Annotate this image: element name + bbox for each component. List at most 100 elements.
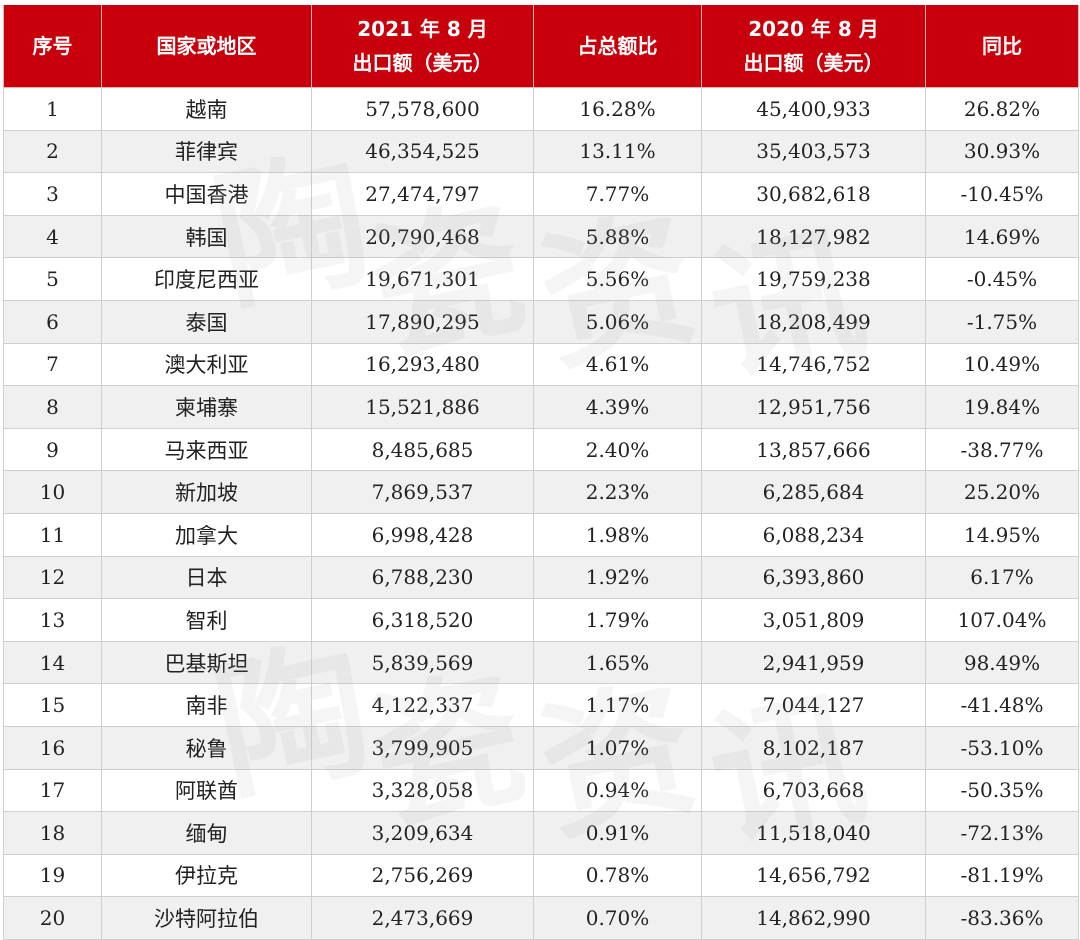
cell-export-2021: 6,998,428	[311, 512, 534, 557]
header-share-label: 占总额比	[577, 34, 658, 58]
header-export-2020-line2: 出口额（美元）	[743, 51, 884, 75]
cell-country: 智利	[101, 598, 312, 642]
cell-export-2021: 6,788,230	[311, 555, 534, 600]
cell-country: 阿联酋	[101, 768, 312, 813]
cell-share: 1.79%	[533, 598, 702, 642]
cell-rank: 12	[3, 555, 102, 600]
cell-rank: 3	[3, 172, 102, 216]
cell-export-2021: 20,790,468	[311, 214, 534, 259]
cell-export-2020: 12,951,756	[701, 385, 926, 429]
cell-export-2020: 7,044,127	[701, 683, 926, 727]
export-table-container: 序号 国家或地区 2021 年 8 月 出口额（美元） 占总额比 2020 年 …	[3, 5, 1079, 940]
cell-share: 5.88%	[533, 214, 702, 259]
table-row: 2 菲律宾 46,354,525 13.11% 35,403,573 30.93%	[3, 129, 1079, 174]
cell-export-2020: 6,285,684	[701, 470, 926, 514]
header-rank-label: 序号	[32, 34, 73, 58]
cell-rank: 10	[3, 470, 102, 514]
header-country-label: 国家或地区	[156, 34, 257, 58]
table-row: 20 沙特阿拉伯 2,473,669 0.70% 14,862,990 -83.36%	[3, 896, 1079, 940]
cell-share: 4.39%	[533, 385, 702, 429]
cell-yoy: -81.19%	[925, 853, 1079, 898]
cell-country: 新加坡	[101, 470, 312, 514]
cell-export-2020: 2,941,959	[701, 640, 926, 685]
cell-export-2021: 3,209,634	[311, 811, 534, 855]
cell-export-2020: 8,102,187	[701, 725, 926, 770]
cell-rank: 20	[3, 896, 102, 940]
cell-yoy: -83.36%	[925, 896, 1079, 940]
table-row: 12 日本 6,788,230 1.92% 6,393,860 6.17%	[3, 555, 1079, 600]
table-row: 16 秘鲁 3,799,905 1.07% 8,102,187 -53.10%	[3, 725, 1079, 770]
cell-yoy: 26.82%	[925, 87, 1079, 131]
cell-yoy: 14.69%	[925, 214, 1079, 259]
cell-yoy: -10.45%	[925, 172, 1079, 216]
cell-country: 菲律宾	[101, 129, 312, 174]
cell-share: 0.91%	[533, 811, 702, 855]
header-share: 占总额比	[533, 5, 702, 88]
table-row: 19 伊拉克 2,756,269 0.78% 14,656,792 -81.19%	[3, 853, 1079, 898]
cell-share: 1.07%	[533, 725, 702, 770]
cell-yoy: 10.49%	[925, 342, 1079, 387]
cell-country: 巴基斯坦	[101, 640, 312, 685]
cell-export-2021: 3,328,058	[311, 768, 534, 813]
cell-share: 2.23%	[533, 470, 702, 514]
cell-export-2021: 17,890,295	[311, 299, 534, 344]
cell-yoy: 14.95%	[925, 512, 1079, 557]
header-export-2020: 2020 年 8 月 出口额（美元）	[701, 5, 926, 88]
cell-share: 1.17%	[533, 683, 702, 727]
cell-country: 秘鲁	[101, 725, 312, 770]
table-row: 15 南非 4,122,337 1.17% 7,044,127 -41.48%	[3, 683, 1079, 727]
cell-export-2020: 35,403,573	[701, 129, 926, 174]
cell-export-2020: 14,656,792	[701, 853, 926, 898]
cell-yoy: 19.84%	[925, 385, 1079, 429]
table-row: 3 中国香港 27,474,797 7.77% 30,682,618 -10.45%	[3, 172, 1079, 216]
cell-rank: 9	[3, 427, 102, 472]
header-export-2021-line1: 2021 年 8 月	[357, 17, 488, 41]
cell-country: 加拿大	[101, 512, 312, 557]
cell-share: 2.40%	[533, 427, 702, 472]
cell-rank: 5	[3, 257, 102, 301]
header-rank: 序号	[3, 5, 102, 88]
cell-country: 柬埔寨	[101, 385, 312, 429]
cell-export-2021: 2,756,269	[311, 853, 534, 898]
table-row: 11 加拿大 6,998,428 1.98% 6,088,234 14.95%	[3, 512, 1079, 557]
cell-export-2021: 57,578,600	[311, 87, 534, 131]
cell-yoy: -38.77%	[925, 427, 1079, 472]
cell-yoy: -41.48%	[925, 683, 1079, 727]
table-row: 5 印度尼西亚 19,671,301 5.56% 19,759,238 -0.45%	[3, 257, 1079, 301]
cell-share: 13.11%	[533, 129, 702, 174]
cell-export-2021: 7,869,537	[311, 470, 534, 514]
cell-rank: 7	[3, 342, 102, 387]
cell-rank: 17	[3, 768, 102, 813]
cell-country: 日本	[101, 555, 312, 600]
cell-country: 南非	[101, 683, 312, 727]
table-row: 4 韩国 20,790,468 5.88% 18,127,982 14.69%	[3, 214, 1079, 259]
cell-yoy: 98.49%	[925, 640, 1079, 685]
header-yoy-label: 同比	[982, 34, 1022, 58]
table-header: 序号 国家或地区 2021 年 8 月 出口额（美元） 占总额比 2020 年 …	[3, 5, 1079, 88]
cell-country: 沙特阿拉伯	[101, 896, 312, 940]
cell-export-2020: 14,746,752	[701, 342, 926, 387]
cell-rank: 6	[3, 299, 102, 344]
cell-export-2020: 13,857,666	[701, 427, 926, 472]
cell-export-2020: 45,400,933	[701, 87, 926, 131]
cell-export-2020: 18,208,499	[701, 299, 926, 344]
cell-country: 泰国	[101, 299, 312, 344]
cell-export-2021: 46,354,525	[311, 129, 534, 174]
table-row: 18 缅甸 3,209,634 0.91% 11,518,040 -72.13%	[3, 811, 1079, 855]
cell-share: 16.28%	[533, 87, 702, 131]
table-row: 14 巴基斯坦 5,839,569 1.65% 2,941,959 98.49%	[3, 640, 1079, 685]
export-ranking-table: 序号 国家或地区 2021 年 8 月 出口额（美元） 占总额比 2020 年 …	[3, 5, 1079, 940]
cell-share: 4.61%	[533, 342, 702, 387]
cell-export-2021: 6,318,520	[311, 598, 534, 642]
table-row: 6 泰国 17,890,295 5.06% 18,208,499 -1.75%	[3, 299, 1079, 344]
cell-export-2020: 3,051,809	[701, 598, 926, 642]
cell-export-2021: 15,521,886	[311, 385, 534, 429]
cell-export-2021: 3,799,905	[311, 725, 534, 770]
cell-yoy: -0.45%	[925, 257, 1079, 301]
cell-yoy: -72.13%	[925, 811, 1079, 855]
cell-share: 1.98%	[533, 512, 702, 557]
cell-rank: 19	[3, 853, 102, 898]
cell-country: 越南	[101, 87, 312, 131]
cell-country: 韩国	[101, 214, 312, 259]
cell-yoy: 30.93%	[925, 129, 1079, 174]
